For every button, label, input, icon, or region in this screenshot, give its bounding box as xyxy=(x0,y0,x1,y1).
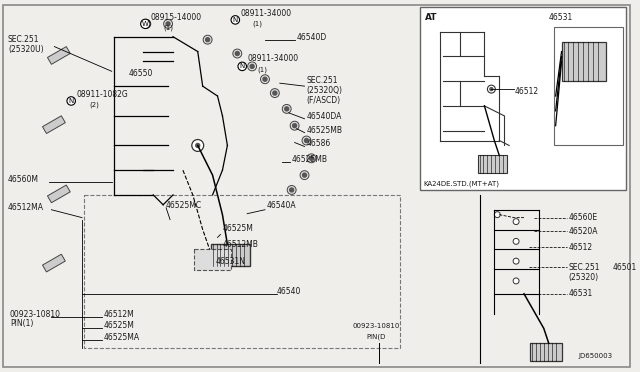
Text: 46540: 46540 xyxy=(277,287,301,296)
Bar xyxy=(42,116,65,134)
Circle shape xyxy=(205,38,209,42)
Bar xyxy=(530,343,561,361)
Text: 46586: 46586 xyxy=(307,140,331,148)
Circle shape xyxy=(271,89,279,97)
Text: (1): (1) xyxy=(252,21,262,27)
Text: 46512MA: 46512MA xyxy=(8,203,44,212)
Text: N: N xyxy=(233,17,238,23)
Text: 46525MB: 46525MB xyxy=(292,155,328,164)
Text: 00923-10810: 00923-10810 xyxy=(352,323,399,329)
Bar xyxy=(211,244,250,266)
Circle shape xyxy=(233,49,242,58)
Text: (25320): (25320) xyxy=(568,273,598,282)
Text: 46525MB: 46525MB xyxy=(307,126,342,135)
Circle shape xyxy=(303,173,307,177)
Text: (2): (2) xyxy=(89,102,99,108)
Text: 46540DA: 46540DA xyxy=(307,112,342,121)
Bar xyxy=(561,42,606,81)
Text: 46550: 46550 xyxy=(129,69,153,78)
Text: N: N xyxy=(239,63,245,69)
Circle shape xyxy=(203,35,212,44)
Circle shape xyxy=(250,64,254,68)
Circle shape xyxy=(310,156,314,160)
Text: (F/ASCD): (F/ASCD) xyxy=(307,96,340,105)
Text: 46531: 46531 xyxy=(548,13,573,22)
Circle shape xyxy=(302,136,311,145)
Text: (25320Q): (25320Q) xyxy=(307,86,342,95)
Text: 46501: 46501 xyxy=(613,263,637,272)
Circle shape xyxy=(166,22,170,26)
Circle shape xyxy=(196,144,200,147)
Text: 46525MA: 46525MA xyxy=(104,333,140,342)
Text: (1): (1) xyxy=(163,25,173,31)
Bar xyxy=(47,46,70,64)
Text: N: N xyxy=(68,98,74,104)
Circle shape xyxy=(300,171,309,180)
Text: AT: AT xyxy=(425,13,438,22)
Bar xyxy=(194,249,231,270)
Circle shape xyxy=(305,138,308,142)
Bar xyxy=(42,254,65,272)
Text: (25320U): (25320U) xyxy=(8,45,44,54)
Circle shape xyxy=(488,85,495,93)
Text: 46525MC: 46525MC xyxy=(166,201,202,210)
Text: 08915-14000: 08915-14000 xyxy=(150,13,202,22)
Text: 46512: 46512 xyxy=(568,243,593,252)
Text: 08911-34000: 08911-34000 xyxy=(240,9,291,18)
Text: 46512MB: 46512MB xyxy=(223,240,259,249)
Circle shape xyxy=(292,124,296,128)
Text: 46531: 46531 xyxy=(568,289,593,298)
Text: 46520A: 46520A xyxy=(568,227,598,236)
Text: KA24DE.STD.(MT+AT): KA24DE.STD.(MT+AT) xyxy=(423,180,499,186)
Text: 46512M: 46512M xyxy=(104,310,134,318)
Text: 46560E: 46560E xyxy=(568,213,598,222)
Text: 46540D: 46540D xyxy=(296,33,327,42)
Circle shape xyxy=(263,77,267,81)
Text: 46540A: 46540A xyxy=(267,201,296,210)
Text: (1): (1) xyxy=(257,66,267,73)
Circle shape xyxy=(307,154,316,163)
Circle shape xyxy=(248,62,257,71)
Circle shape xyxy=(513,258,519,264)
Text: W: W xyxy=(142,21,148,27)
Circle shape xyxy=(236,52,239,55)
Text: SEC.251: SEC.251 xyxy=(568,263,600,272)
Text: 46525M: 46525M xyxy=(104,321,134,330)
Text: 08911-34000: 08911-34000 xyxy=(247,54,298,64)
Text: 46512: 46512 xyxy=(515,87,540,96)
Text: JD650003: JD650003 xyxy=(579,353,613,359)
Bar xyxy=(47,185,70,203)
Text: 46531N: 46531N xyxy=(216,257,246,266)
Text: 46560M: 46560M xyxy=(8,175,39,184)
Circle shape xyxy=(513,278,519,284)
Circle shape xyxy=(290,188,294,192)
Circle shape xyxy=(260,75,269,84)
Circle shape xyxy=(164,19,173,28)
Text: SEC.251: SEC.251 xyxy=(8,35,40,44)
Circle shape xyxy=(285,107,289,111)
Bar xyxy=(420,7,626,190)
Circle shape xyxy=(290,121,299,130)
Text: 00923-10810: 00923-10810 xyxy=(10,310,61,318)
Circle shape xyxy=(282,105,291,113)
Circle shape xyxy=(142,19,151,28)
Text: 08911-1082G: 08911-1082G xyxy=(76,90,128,99)
Circle shape xyxy=(513,238,519,244)
Circle shape xyxy=(145,22,148,26)
Circle shape xyxy=(287,186,296,195)
Text: PIN(1): PIN(1) xyxy=(10,320,33,328)
Text: 46525M: 46525M xyxy=(223,224,253,234)
Bar xyxy=(84,195,401,348)
Text: PIN(D: PIN(D xyxy=(366,333,385,340)
Circle shape xyxy=(192,140,204,151)
Bar xyxy=(477,155,507,173)
Circle shape xyxy=(513,219,519,225)
Circle shape xyxy=(490,88,493,91)
Bar xyxy=(554,27,623,145)
Circle shape xyxy=(273,91,277,95)
Text: SEC.251: SEC.251 xyxy=(307,76,338,85)
Circle shape xyxy=(494,212,500,218)
